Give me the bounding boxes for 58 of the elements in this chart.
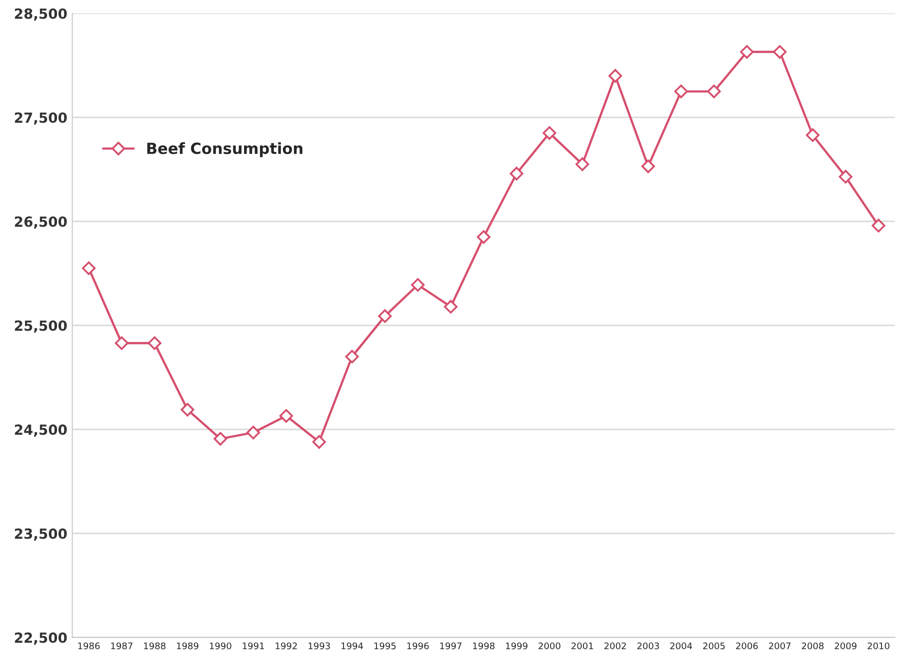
point xyxy=(411,278,425,292)
point xyxy=(641,160,655,174)
point xyxy=(444,300,458,314)
point xyxy=(214,432,228,446)
point xyxy=(82,261,96,276)
x-tick-label: 1999 xyxy=(506,642,528,650)
y-tick-label: 22,500 xyxy=(14,632,67,645)
y-tick-label: 23,500 xyxy=(14,528,67,541)
legend-label: Beef Consumption xyxy=(147,142,302,158)
y-tick-label: 24,500 xyxy=(14,424,67,437)
y-tick-label: 27,500 xyxy=(14,112,67,125)
x-tick-label: 1994 xyxy=(342,642,363,650)
point xyxy=(312,435,326,449)
point xyxy=(114,336,128,350)
point xyxy=(674,84,688,98)
x-tick-label: 1986 xyxy=(78,642,100,650)
x-tick-label: 2008 xyxy=(802,642,824,650)
x-tick-label: 1989 xyxy=(176,642,198,650)
point xyxy=(246,426,260,440)
y-tick-label: 25,500 xyxy=(14,320,67,333)
x-tick-label: 1990 xyxy=(210,642,232,650)
point xyxy=(378,309,392,323)
x-tick-label: 1988 xyxy=(144,642,166,650)
x-tick-label: 1991 xyxy=(242,642,264,650)
x-tick-label: 1993 xyxy=(308,642,330,650)
point xyxy=(180,402,194,416)
y-tick-label: 28,500 xyxy=(14,8,67,21)
x-tick-label: 1987 xyxy=(111,642,132,650)
point xyxy=(806,128,820,142)
x-tick-label: 2006 xyxy=(736,642,758,650)
point xyxy=(476,230,490,244)
point xyxy=(838,170,852,184)
x-tick-label: 2001 xyxy=(572,642,594,650)
point xyxy=(772,45,787,59)
x-tick-label: 2003 xyxy=(637,642,659,650)
x-tick-label: 2004 xyxy=(670,642,692,650)
x-tick-label: 1995 xyxy=(374,642,396,650)
point xyxy=(542,126,556,140)
point xyxy=(576,157,590,172)
point xyxy=(345,350,359,364)
x-tick-label: 1997 xyxy=(440,642,462,650)
x-tick-label: 1996 xyxy=(407,642,429,650)
point xyxy=(608,69,622,83)
x-tick-label: 2009 xyxy=(834,642,856,650)
x-tick-label: 2000 xyxy=(538,642,560,650)
x-tick-label: 2005 xyxy=(703,642,725,650)
point xyxy=(740,45,754,59)
x-tick-label: 2002 xyxy=(604,642,626,650)
y-tick-label: 26,500 xyxy=(14,216,67,229)
x-tick-label: 1998 xyxy=(473,642,495,650)
point xyxy=(707,84,721,98)
point xyxy=(510,166,524,180)
x-tick-label: 2007 xyxy=(768,642,791,650)
x-tick-label: 2010 xyxy=(868,642,890,650)
point xyxy=(872,218,886,232)
point xyxy=(148,336,162,350)
x-tick-label: 1992 xyxy=(276,642,297,650)
point xyxy=(279,409,294,423)
